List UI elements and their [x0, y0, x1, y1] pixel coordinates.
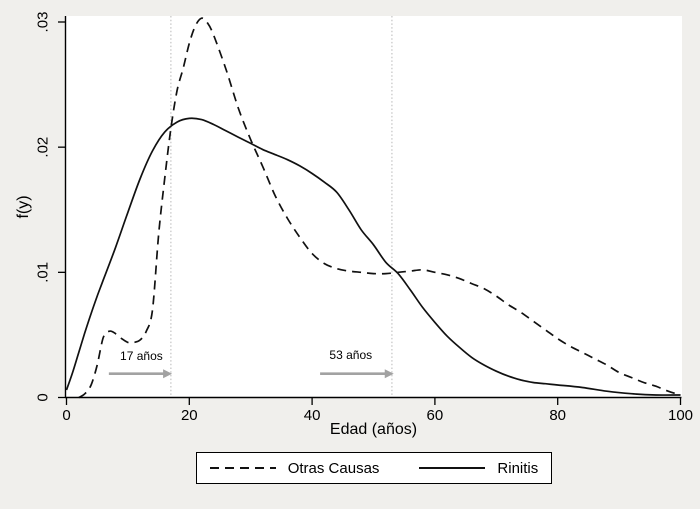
annotation-label: 53 años: [329, 348, 372, 362]
legend-label-otras-causas: Otras Causas: [287, 459, 380, 477]
annotation-label: 17 años: [120, 349, 163, 363]
annotation-arrowhead-icon: [163, 369, 173, 379]
x-tick-label: 20: [181, 407, 198, 424]
x-tick-label: 100: [668, 407, 693, 424]
curve-otras-causas: [78, 17, 681, 399]
solid-line-sample-icon: [419, 467, 486, 469]
annotation-arrowhead-icon: [384, 369, 394, 379]
legend-item-rinitis: Rinitis: [419, 460, 538, 477]
x-axis-title: Edad (años): [329, 421, 418, 438]
legend-label-rinitis: Rinitis: [497, 459, 539, 477]
legend: Otras Causas Rinitis: [196, 452, 552, 484]
x-tick-label: 80: [549, 407, 566, 424]
x-tick-label: 40: [304, 407, 321, 424]
y-tick-label: 0: [35, 393, 52, 401]
plot-area: [65, 16, 682, 398]
x-tick-label: 0: [62, 407, 70, 424]
y-tick-label: .03: [35, 12, 52, 33]
y-axis-title: f(y): [15, 195, 32, 219]
y-tick-label: .01: [35, 262, 52, 283]
y-tick-label: .02: [35, 137, 52, 158]
x-tick-label: 60: [427, 407, 444, 424]
legend-item-otras-causas: Otras Causas: [209, 459, 380, 477]
dashed-line-sample-icon: [209, 467, 276, 469]
curve-rinitis: [65, 117, 681, 396]
